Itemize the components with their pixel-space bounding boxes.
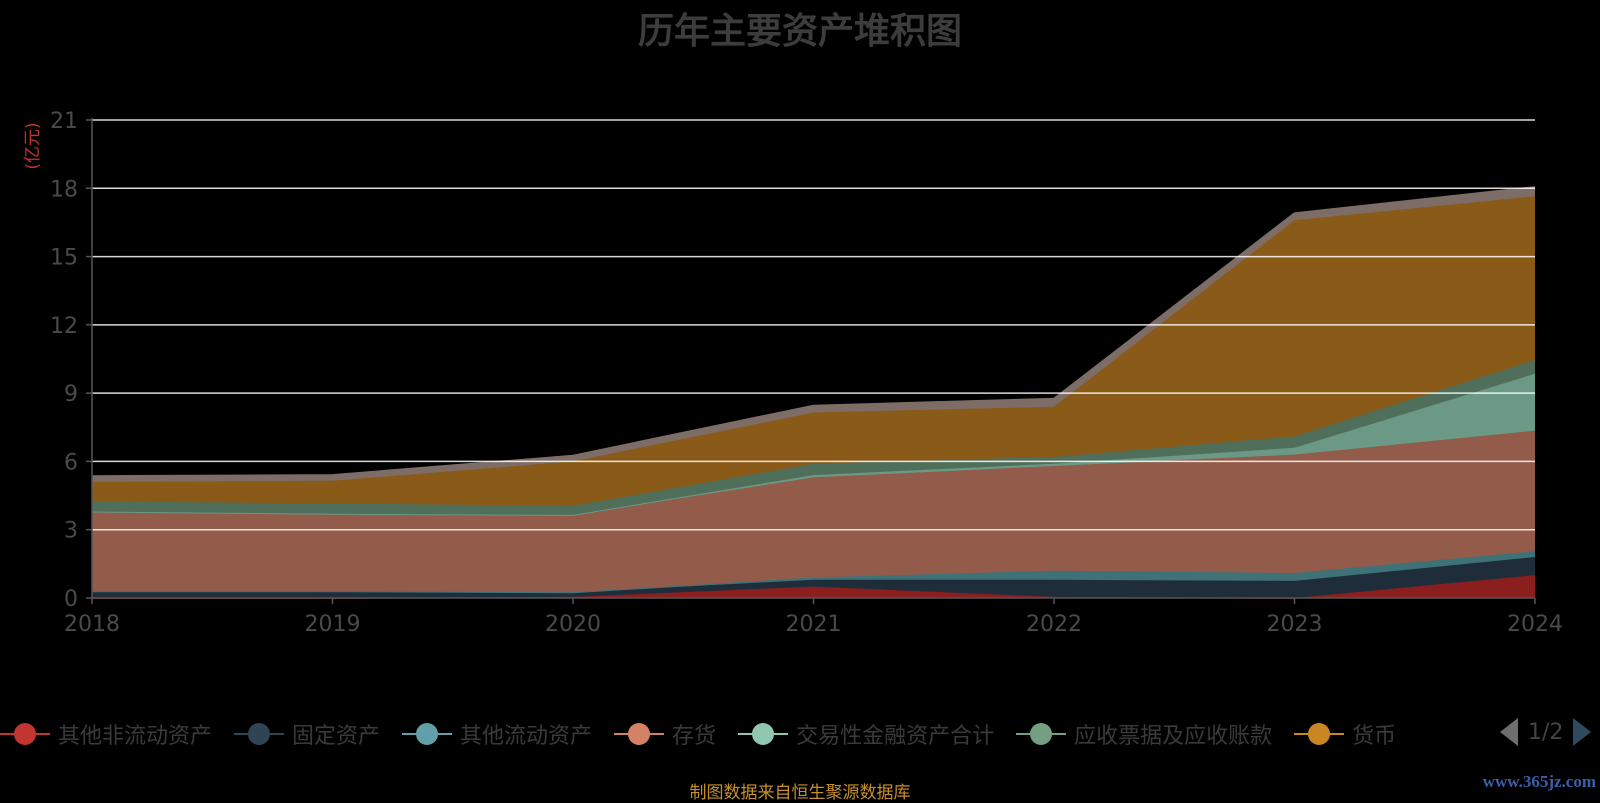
legend-label: 交易性金融资产合计 <box>796 724 995 749</box>
legend-item[interactable]: 存货 <box>614 718 716 750</box>
pager-page-text: 1/2 <box>1528 719 1564 745</box>
x-tick-label: 2019 <box>305 612 361 637</box>
legend: 其他非流动资产 固定资产 其他流动资产 存货 交易性金融资产合计 应收票据及应收账款 货币 <box>0 716 1418 752</box>
legend-marker-icon <box>1294 722 1345 746</box>
area-series-group <box>91 186 1536 600</box>
x-tick-label: 2022 <box>1026 612 1082 637</box>
area-line-7 <box>91 186 1536 478</box>
legend-item[interactable]: 应收票据及应收账款 <box>1016 718 1272 750</box>
area-series-3 <box>92 430 1535 593</box>
legend-marker-icon <box>738 722 789 746</box>
y-tick-label: 12 <box>50 314 78 339</box>
y-axis-label: (亿元) <box>23 122 43 169</box>
x-tick-label: 2018 <box>64 612 120 637</box>
area-series-1 <box>92 557 1535 598</box>
y-tick-label: 15 <box>50 246 78 271</box>
x-tick-label: 2023 <box>1267 612 1323 637</box>
legend-label: 其他非流动资产 <box>58 724 213 749</box>
legend-label: 其他流动资产 <box>460 724 593 749</box>
legend-item[interactable]: 其他流动资产 <box>402 718 592 750</box>
watermark: www.365jz.com <box>1482 772 1596 791</box>
axes: 0 3 6 9 12 15 18 21 2018 2019 2020 2021 2022 2023 2024 <box>50 109 1563 637</box>
legend-marker-icon <box>402 722 453 746</box>
y-tick-label: 0 <box>64 587 78 612</box>
legend-item[interactable]: 固定资产 <box>234 718 380 750</box>
legend-label: 应收票据及应收账款 <box>1074 724 1273 749</box>
y-tick-label: 9 <box>64 382 78 407</box>
legend-item[interactable]: 其他非流动资产 <box>0 718 212 750</box>
x-tick-label: 2024 <box>1507 612 1563 637</box>
pager-prev-icon[interactable] <box>1500 718 1518 746</box>
source-note: 制图数据来自恒生聚源数据库 <box>689 783 911 803</box>
legend-label: 存货 <box>672 724 717 749</box>
x-tick-label: 2021 <box>786 612 842 637</box>
y-tick-label: 3 <box>64 519 78 544</box>
legend-item[interactable]: 交易性金融资产合计 <box>738 718 994 750</box>
pager-next-icon[interactable] <box>1573 718 1592 746</box>
stacked-area-chart: 0 3 6 9 12 15 18 21 2018 2019 2020 2021 2022 2023 2024… <box>23 109 1563 637</box>
x-tick-label: 2020 <box>545 612 601 637</box>
legend-label: 固定资产 <box>292 724 381 749</box>
legend-item[interactable]: 货币 <box>1294 718 1396 750</box>
y-tick-label: 18 <box>50 177 78 202</box>
legend-marker-icon <box>0 722 50 746</box>
legend-marker-icon <box>614 722 665 746</box>
legend-marker-icon <box>234 722 285 746</box>
gridlines <box>92 119 1535 531</box>
area-series-6 <box>92 196 1535 506</box>
legend-marker-icon <box>1016 722 1067 746</box>
chart-title: 历年主要资产堆积图 <box>637 11 962 52</box>
y-tick-label: 21 <box>50 109 78 134</box>
legend-label: 货币 <box>1352 724 1397 749</box>
y-tick-label: 6 <box>64 450 78 475</box>
legend-pager: 1/2 <box>1500 718 1592 746</box>
